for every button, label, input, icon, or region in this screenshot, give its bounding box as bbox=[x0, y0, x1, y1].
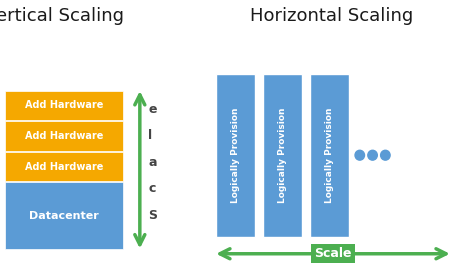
FancyBboxPatch shape bbox=[216, 74, 255, 237]
Circle shape bbox=[368, 150, 377, 160]
Text: Vertical Scaling: Vertical Scaling bbox=[0, 7, 124, 25]
Text: c: c bbox=[148, 182, 156, 195]
Text: e: e bbox=[148, 103, 157, 116]
FancyBboxPatch shape bbox=[310, 74, 349, 237]
Text: Logically Provision: Logically Provision bbox=[231, 108, 239, 203]
Circle shape bbox=[355, 150, 365, 160]
Text: Horizontal Scaling: Horizontal Scaling bbox=[250, 7, 413, 25]
FancyBboxPatch shape bbox=[263, 74, 302, 237]
Circle shape bbox=[381, 150, 390, 160]
Text: Add Hardware: Add Hardware bbox=[25, 131, 103, 141]
Text: l: l bbox=[148, 130, 153, 143]
Text: Datacenter: Datacenter bbox=[29, 211, 99, 221]
FancyBboxPatch shape bbox=[5, 182, 123, 249]
FancyBboxPatch shape bbox=[5, 152, 123, 181]
Text: Add Hardware: Add Hardware bbox=[25, 101, 103, 111]
FancyBboxPatch shape bbox=[5, 91, 123, 120]
Text: Scale: Scale bbox=[314, 247, 352, 260]
Text: Add Hardware: Add Hardware bbox=[25, 162, 103, 172]
FancyBboxPatch shape bbox=[5, 121, 123, 151]
Text: S: S bbox=[148, 209, 157, 222]
Text: Logically Provision: Logically Provision bbox=[278, 108, 287, 203]
Text: a: a bbox=[148, 156, 157, 169]
Text: Logically Provision: Logically Provision bbox=[326, 108, 334, 203]
